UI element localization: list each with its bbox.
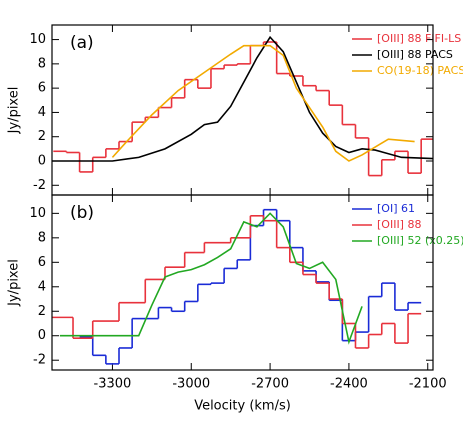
legend-label: [OIII] 88 PACS	[377, 48, 453, 61]
y-tick-label: 8	[38, 230, 46, 245]
y-tick-label: 8	[38, 56, 46, 71]
series	[52, 35, 433, 162]
y-tick-label: 6	[38, 255, 46, 270]
series	[53, 41, 433, 177]
y-axis-label: Jy/pixel	[7, 259, 22, 307]
y-tick-label: 4	[38, 279, 46, 294]
panel-label: (a)	[70, 33, 94, 53]
legend-label: CO(19-18) PACS	[377, 64, 463, 77]
x-tick-label: -3000	[172, 377, 210, 392]
series	[52, 215, 422, 349]
legend-label: [OI] 61	[377, 202, 415, 215]
plot-frame	[51, 24, 434, 196]
panel-label: (b)	[70, 203, 94, 223]
x-axis-label: Velocity (km/s)	[194, 399, 291, 414]
y-tick-label: 2	[38, 129, 46, 144]
series	[111, 44, 415, 162]
line	[111, 44, 415, 162]
plot-frame	[51, 194, 434, 371]
y-tick-label: 6	[38, 81, 46, 96]
legend-label: [OIII] 52 (x0.25)	[377, 234, 463, 247]
y-tick-label: 4	[38, 105, 46, 120]
y-tick-label: 10	[29, 206, 46, 221]
x-tick-label: -3300	[94, 377, 132, 392]
y-tick-label: 0	[38, 154, 46, 169]
y-tick-label: 2	[38, 304, 46, 319]
y-tick-label: -2	[33, 178, 46, 193]
x-tick-label: -2100	[409, 377, 447, 392]
x-tick-label: -2400	[330, 377, 368, 392]
y-tick-label: 10	[29, 32, 46, 47]
line	[52, 35, 433, 162]
y-tick-label: -2	[33, 353, 46, 368]
x-tick-label: -2700	[251, 377, 289, 392]
legend-label: [OIII] 88 FIFI-LS	[377, 32, 461, 45]
line	[59, 212, 363, 345]
series	[59, 212, 363, 345]
y-tick-label: 0	[38, 328, 46, 343]
y-axis-label: Jy/pixel	[7, 87, 22, 135]
legend-label: [OIII] 88	[377, 218, 421, 231]
